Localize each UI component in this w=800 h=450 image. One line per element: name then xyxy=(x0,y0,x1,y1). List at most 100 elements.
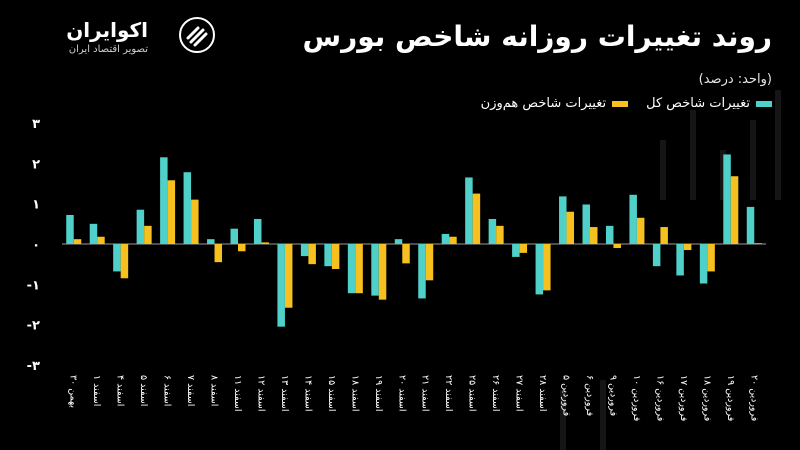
x-tick-label: ۱۳ اسفند xyxy=(279,375,290,412)
bar-total-index xyxy=(277,244,285,327)
bar-equal-weight-index xyxy=(308,244,316,265)
bar-equal-weight-index xyxy=(73,239,82,244)
legend-swatch-total xyxy=(756,100,772,107)
bar-equal-weight-index xyxy=(425,244,434,281)
bar-equal-weight-index xyxy=(590,227,598,244)
bar-total-index xyxy=(629,194,637,244)
y-tick-label: -۲ xyxy=(27,319,40,334)
x-tick-label: ۱۸ اسفند xyxy=(349,375,360,412)
x-tick-label: ۱۲ اسفند xyxy=(255,375,266,412)
bar-equal-weight-index xyxy=(331,244,340,270)
x-tick-label: ۱۸ فروردین xyxy=(701,375,712,421)
x-tick-label: ۱۹ اسفند xyxy=(373,375,384,412)
bar-equal-weight-index xyxy=(402,244,410,264)
x-tick-label: ۱ اسفند xyxy=(91,375,102,406)
x-tick-label: ۷ اسفند xyxy=(185,375,196,406)
bar-total-index xyxy=(723,154,731,244)
legend-swatch-equal xyxy=(612,100,629,107)
x-tick-label: ۱۱ اسفند xyxy=(232,375,243,412)
y-tick-label: ۱ xyxy=(32,198,40,213)
bar-total-index xyxy=(136,209,145,244)
brand-logo: اکوایران تصویر اقتصاد ایران xyxy=(26,16,215,62)
x-tick-label: ۳۰ بهمن xyxy=(68,375,79,408)
bar-total-index xyxy=(559,196,567,244)
x-tick-label: ۲۷ اسفند xyxy=(514,375,525,412)
bar-total-index xyxy=(347,244,356,294)
x-tick-label: ۸ اسفند xyxy=(209,375,220,406)
x-tick-label: ۱۷ فروردین xyxy=(678,375,689,421)
bar-equal-weight-index xyxy=(472,193,481,244)
bar-equal-weight-index xyxy=(214,244,223,263)
brand-tagline: تصویر اقتصاد ایران xyxy=(68,44,148,55)
bar-equal-weight-index xyxy=(449,236,457,244)
y-tick-label: -۱ xyxy=(27,278,40,293)
bar-total-index xyxy=(183,172,192,244)
bar-total-index xyxy=(253,218,262,244)
x-tick-label: ۲۰ فروردین xyxy=(748,375,759,421)
legend-label-total: تغییرات شاخص کل xyxy=(646,96,750,111)
x-tick-label: ۲۵ اسفند xyxy=(467,375,478,412)
bar-total-index xyxy=(535,244,544,295)
x-tick-label: ۱۵ اسفند xyxy=(326,375,337,412)
bar-total-index xyxy=(300,244,309,257)
bar-equal-weight-index xyxy=(683,244,692,251)
legend-item-total: تغییرات شاخص کل xyxy=(646,96,772,111)
x-tick-label: ۹ فروردین xyxy=(607,375,618,416)
x-tick-label: ۲۲ اسفند xyxy=(443,375,454,412)
bar-total-index xyxy=(746,206,755,244)
legend-label-equal: تغییرات شاخص هم‌وزن xyxy=(480,96,607,111)
bar-equal-weight-index xyxy=(355,244,363,294)
bar-total-index xyxy=(394,239,403,244)
bar-equal-weight-index xyxy=(284,244,293,308)
x-tick-label: ۵ فروردین xyxy=(561,375,572,416)
bar-total-index xyxy=(465,177,473,244)
x-tick-label: ۲۱ اسفند xyxy=(420,375,431,412)
bar-equal-weight-index xyxy=(120,244,129,279)
bar-equal-weight-index xyxy=(261,242,269,244)
bar-equal-weight-index xyxy=(754,243,762,244)
bar-equal-weight-index xyxy=(613,244,621,249)
bar-equal-weight-index xyxy=(519,244,528,253)
bar-equal-weight-index xyxy=(496,225,504,244)
y-tick-label: ۲ xyxy=(32,157,40,172)
y-tick-label: ۳ xyxy=(32,117,40,132)
x-tick-label: ۶ فروردین xyxy=(584,375,595,416)
x-tick-label: ۵ اسفند xyxy=(138,375,149,406)
bar-total-index xyxy=(605,225,614,244)
bar-equal-weight-index xyxy=(730,176,739,244)
x-tick-label: ۲۰ اسفند xyxy=(396,375,407,412)
x-tick-label: ۲۸ اسفند xyxy=(537,375,548,412)
bar-total-index xyxy=(371,244,379,296)
unit-label: (واحد: درصد) xyxy=(698,72,772,87)
bar-total-index xyxy=(89,223,98,244)
legend: تغییرات شاخص کل تغییرات شاخص هم‌وزن xyxy=(481,96,772,111)
bar-equal-weight-index xyxy=(97,236,105,244)
y-tick-label: -۳ xyxy=(27,359,40,374)
bar-equal-weight-index xyxy=(543,244,551,291)
bar-total-index xyxy=(699,244,708,284)
x-tick-label: ۶ اسفند xyxy=(162,375,173,406)
bar-total-index xyxy=(652,244,661,267)
bar-total-index xyxy=(113,244,121,272)
bar-total-index xyxy=(207,239,215,244)
bar-equal-weight-index xyxy=(660,227,668,244)
bar-total-index xyxy=(488,218,497,244)
bar-equal-weight-index xyxy=(238,244,246,252)
bar-equal-weight-index xyxy=(378,244,387,300)
bar-equal-weight-index xyxy=(191,199,199,244)
x-tick-label: ۱۰ فروردین xyxy=(631,375,642,421)
legend-item-equal: تغییرات شاخص هم‌وزن xyxy=(480,96,629,111)
bar-equal-weight-index xyxy=(167,180,176,244)
y-tick-label: ۰ xyxy=(32,238,40,253)
x-tick-label: ۱۶ فروردین xyxy=(654,375,665,421)
x-tick-label: ۱۹ فروردین xyxy=(725,375,736,421)
ecoiran-logo-icon xyxy=(179,17,215,53)
x-tick-label: ۱۴ اسفند xyxy=(302,375,313,412)
bar-total-index xyxy=(230,228,238,244)
brand-name: اکوایران xyxy=(66,18,148,42)
bar-equal-weight-index xyxy=(144,225,152,244)
bar-total-index xyxy=(676,244,684,276)
bar-total-index xyxy=(582,204,590,244)
